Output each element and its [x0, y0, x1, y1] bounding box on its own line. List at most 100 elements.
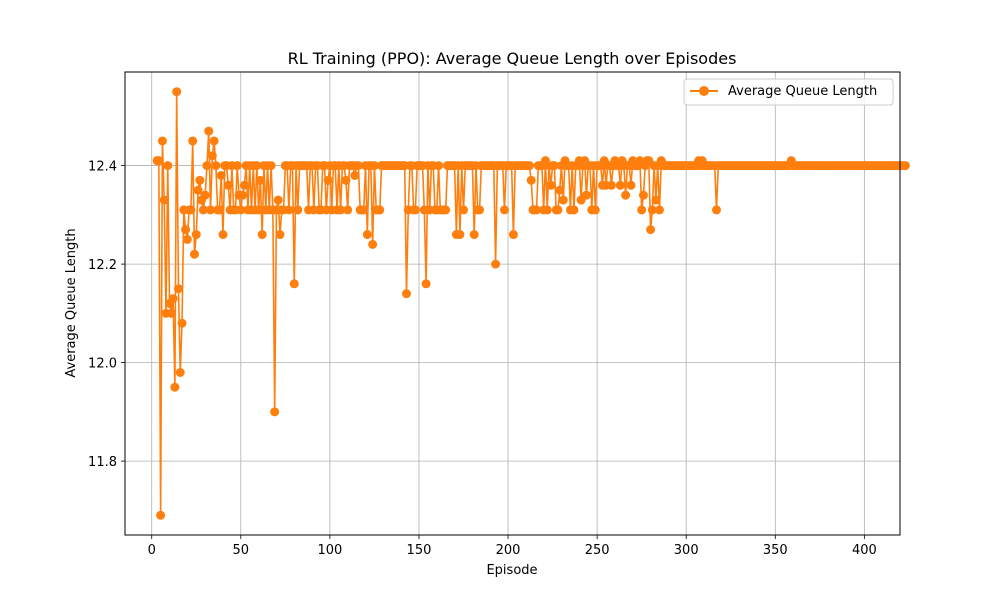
data-point — [542, 205, 552, 215]
data-point — [177, 318, 187, 328]
data-point — [646, 225, 656, 235]
y-tick-label: 12.2 — [88, 258, 117, 273]
data-point — [255, 175, 265, 185]
data-point — [200, 190, 210, 200]
data-point — [191, 230, 201, 240]
data-point — [553, 205, 563, 215]
data-point — [549, 161, 559, 171]
data-point — [590, 205, 600, 215]
data-point — [236, 205, 246, 215]
data-point — [252, 161, 262, 171]
grid-lines — [125, 72, 900, 535]
data-point — [626, 180, 636, 190]
data-point — [421, 279, 431, 289]
data-point — [195, 175, 205, 185]
chart-title: RL Training (PPO): Average Queue Length … — [288, 49, 737, 68]
legend-marker-swatch — [699, 86, 709, 96]
data-point — [188, 136, 198, 146]
legend: Average Queue Length — [683, 78, 894, 106]
data-point — [441, 205, 451, 215]
data-point — [206, 205, 216, 215]
x-tick-label: 0 — [148, 543, 156, 558]
data-point — [266, 161, 276, 171]
data-point — [166, 308, 176, 318]
data-point — [186, 205, 196, 215]
data-point — [207, 151, 217, 161]
data-point — [189, 249, 199, 259]
data-point — [532, 205, 542, 215]
data-point — [181, 225, 191, 235]
data-point — [289, 279, 299, 289]
data-point — [637, 205, 647, 215]
x-tick-label: 50 — [233, 543, 250, 558]
data-point — [359, 205, 369, 215]
x-axis-label: Episode — [486, 563, 537, 578]
x-tick-label: 250 — [585, 543, 610, 558]
data-point — [214, 205, 224, 215]
x-tick-label: 100 — [317, 543, 342, 558]
data-point — [336, 205, 346, 215]
x-tick-label: 200 — [496, 543, 521, 558]
data-point — [410, 205, 420, 215]
data-point — [508, 230, 518, 240]
data-point — [526, 175, 536, 185]
data-point — [193, 185, 203, 195]
data-point — [434, 161, 444, 171]
data-point — [238, 190, 248, 200]
x-tick-label: 300 — [674, 543, 699, 558]
data-point — [216, 170, 226, 180]
data-point — [459, 205, 469, 215]
data-point — [157, 136, 167, 146]
data-point — [293, 205, 303, 215]
data-point — [343, 205, 353, 215]
data-point — [173, 284, 183, 294]
data-point — [368, 239, 378, 249]
data-point — [638, 190, 648, 200]
data-point — [198, 205, 208, 215]
data-point — [156, 510, 166, 520]
data-point — [621, 190, 631, 200]
data-point — [273, 195, 283, 205]
series-layer — [152, 87, 910, 520]
plot-area-frame — [124, 71, 901, 536]
data-point — [369, 161, 379, 171]
data-point — [499, 205, 509, 215]
data-point — [475, 205, 485, 215]
data-point — [182, 234, 192, 244]
data-point — [711, 205, 721, 215]
axis-ticks: 0 50 100 150 200 250 300 350 400 11.8 12.0 12.2 12.4 — [88, 160, 877, 558]
data-point — [647, 205, 657, 215]
data-point — [558, 195, 568, 205]
data-point — [154, 156, 164, 166]
data-point — [168, 294, 178, 304]
data-point — [211, 161, 221, 171]
data-point — [606, 180, 616, 190]
data-point — [257, 230, 267, 240]
y-tick-label: 12.4 — [88, 160, 117, 175]
y-tick-label: 11.8 — [88, 455, 117, 470]
y-tick-label: 12.0 — [88, 357, 117, 372]
x-tick-label: 150 — [407, 543, 432, 558]
data-point — [172, 87, 182, 97]
data-point — [239, 180, 249, 190]
y-axis-label: Average Queue Length — [64, 228, 79, 377]
data-point — [524, 161, 534, 171]
x-tick-label: 350 — [763, 543, 788, 558]
data-point — [159, 195, 169, 205]
data-point — [654, 205, 664, 215]
data-point — [362, 230, 372, 240]
data-point — [469, 230, 479, 240]
data-point — [254, 205, 264, 215]
data-point — [275, 230, 285, 240]
data-point — [170, 382, 180, 392]
data-point — [546, 180, 556, 190]
data-point — [455, 230, 465, 240]
data-point — [651, 195, 661, 205]
data-point — [218, 230, 228, 240]
data-point — [555, 185, 565, 195]
data-point — [569, 205, 579, 215]
data-point — [175, 367, 185, 377]
data-point — [232, 161, 242, 171]
data-point — [209, 136, 219, 146]
